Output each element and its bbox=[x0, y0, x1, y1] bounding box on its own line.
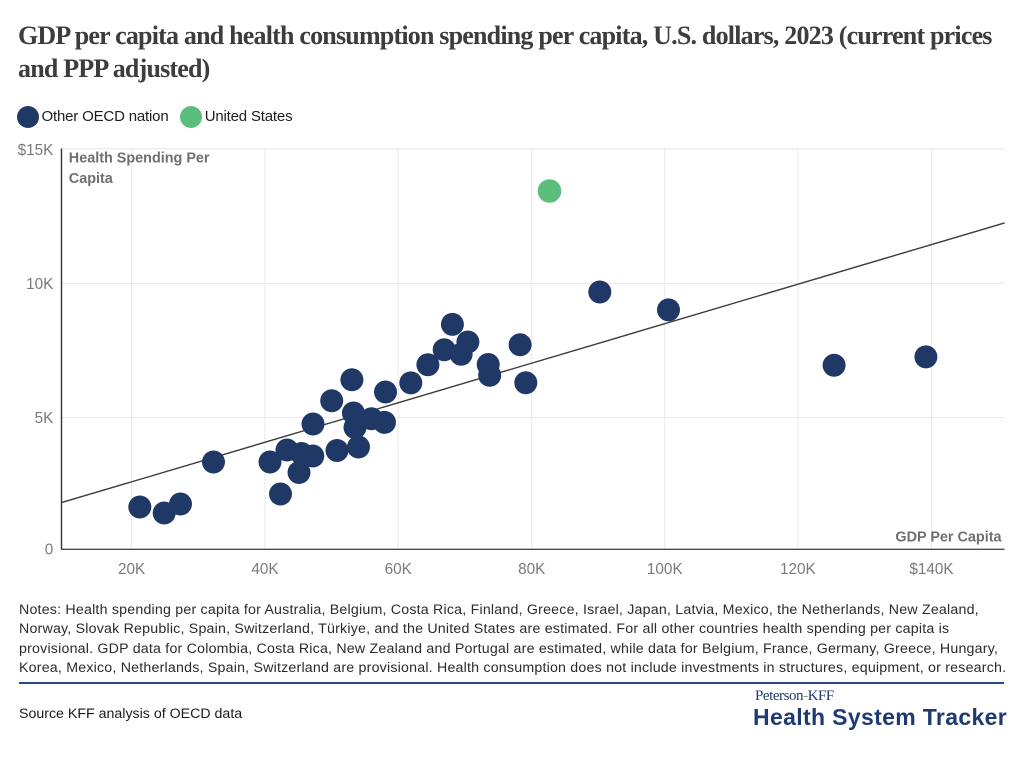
svg-text:10K: 10K bbox=[26, 276, 54, 293]
svg-text:0: 0 bbox=[45, 542, 54, 559]
svg-text:$15K: $15K bbox=[18, 142, 55, 159]
svg-text:Capita: Capita bbox=[69, 171, 114, 187]
svg-text:100K: 100K bbox=[647, 561, 684, 578]
svg-text:120K: 120K bbox=[780, 561, 817, 578]
svg-text:80K: 80K bbox=[518, 561, 546, 578]
svg-text:20K: 20K bbox=[118, 561, 146, 578]
svg-text:GDP Per Capita: GDP Per Capita bbox=[895, 530, 1002, 546]
svg-text:5K: 5K bbox=[35, 410, 55, 427]
svg-text:$140K: $140K bbox=[909, 561, 954, 578]
svg-text:60K: 60K bbox=[385, 561, 413, 578]
svg-text:Health Spending Per: Health Spending Per bbox=[69, 151, 210, 167]
svg-text:40K: 40K bbox=[251, 561, 279, 578]
